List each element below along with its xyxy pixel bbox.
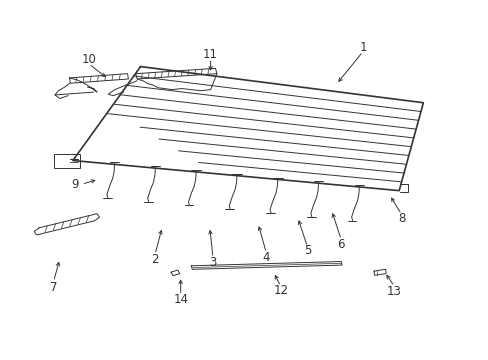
Text: 3: 3: [209, 256, 216, 269]
Text: 8: 8: [397, 212, 405, 225]
Text: 9: 9: [71, 178, 79, 191]
Text: 6: 6: [337, 238, 344, 251]
Text: 7: 7: [50, 280, 57, 293]
Text: 14: 14: [173, 293, 188, 306]
Text: 1: 1: [359, 41, 366, 54]
Bar: [53, 154, 80, 168]
Text: 2: 2: [151, 253, 159, 266]
Text: 5: 5: [303, 244, 310, 257]
Text: 10: 10: [81, 53, 96, 66]
Text: 11: 11: [203, 48, 218, 61]
Text: 4: 4: [262, 251, 269, 264]
Text: 13: 13: [386, 285, 401, 298]
Text: 12: 12: [273, 284, 287, 297]
